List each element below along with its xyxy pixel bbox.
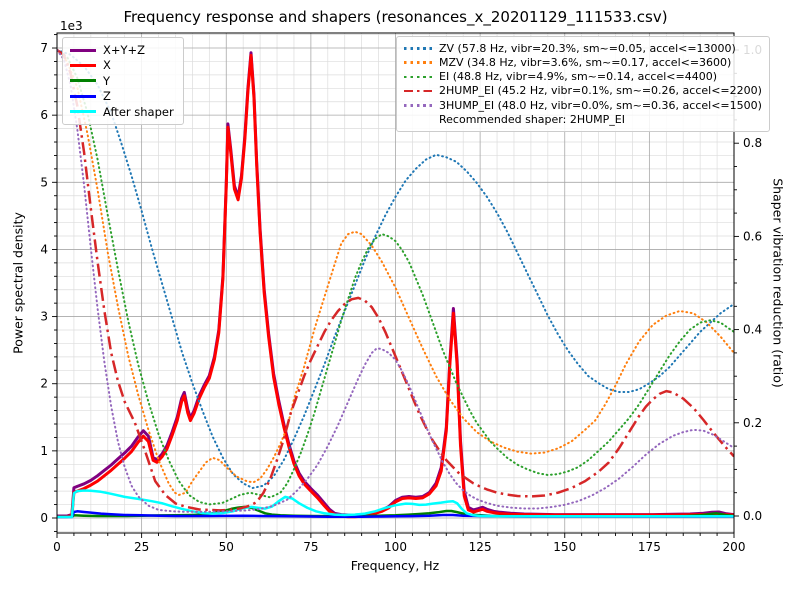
svg-text:150: 150 xyxy=(553,540,576,554)
legend-entry: Z xyxy=(70,89,176,103)
legend-entry-label: Z xyxy=(103,89,111,104)
legend-entry: After shaper xyxy=(70,105,176,119)
axis-tick-labels: 0 25 50 75 100 125 150 175 200 0 1 2 3 4 5 6 7 0.0 0.2 0.4 0… xyxy=(40,41,762,554)
legend-note-row: Recommended shaper: 2HUMP_EI xyxy=(404,113,762,127)
svg-text:50: 50 xyxy=(219,540,234,554)
legend-line-sample xyxy=(404,75,432,79)
legend-entry: 3HUMP_EI (48.0 Hz, vibr=0.0%, sm~=0.36, … xyxy=(404,99,762,113)
data-series xyxy=(57,48,734,519)
svg-text:75: 75 xyxy=(303,540,318,554)
svg-text:6: 6 xyxy=(40,108,48,122)
legend-shapers: ZV (57.8 Hz, vibr=20.3%, sm~=0.05, accel… xyxy=(396,36,770,132)
legend-entry-label: After shaper xyxy=(103,104,174,119)
legend-note: Recommended shaper: 2HUMP_EI xyxy=(439,112,625,126)
y-axis-label-left: Power spectral density xyxy=(10,212,26,354)
legend-entry-label: X xyxy=(103,58,111,73)
legend-line-sample xyxy=(70,48,96,52)
svg-text:200: 200 xyxy=(723,540,746,554)
legend-entry: MZV (34.8 Hz, vibr=3.6%, sm~=0.17, accel… xyxy=(404,56,762,70)
legend-entry: 2HUMP_EI (45.2 Hz, vibr=0.1%, sm~=0.26, … xyxy=(404,84,762,98)
svg-text:0: 0 xyxy=(40,511,48,525)
legend-entry: ZV (57.8 Hz, vibr=20.3%, sm~=0.05, accel… xyxy=(404,42,762,56)
legend-line-sample xyxy=(404,61,432,64)
legend-entry-label: X+Y+Z xyxy=(103,43,146,57)
svg-text:7: 7 xyxy=(40,41,48,55)
svg-text:4: 4 xyxy=(40,242,48,256)
legend-line-sample xyxy=(70,79,96,83)
legend-line-sample xyxy=(404,104,432,107)
y-axis-label-right: Shaper vibration reduction (ratio) xyxy=(770,178,786,388)
svg-text:100: 100 xyxy=(384,540,407,554)
y-axis-offset-text: 1e3 xyxy=(60,19,83,33)
legend-line-sample xyxy=(70,94,96,98)
legend-entry: EI (48.8 Hz, vibr=4.9%, sm~=0.14, accel<… xyxy=(404,70,762,84)
legend-entry: X+Y+Z xyxy=(70,43,176,57)
svg-text:1: 1 xyxy=(40,444,48,458)
legend-line-sample xyxy=(404,89,432,93)
svg-text:0.4: 0.4 xyxy=(743,323,762,337)
legend-entry-label: MZV (34.8 Hz, vibr=3.6%, sm~=0.17, accel… xyxy=(439,55,732,69)
svg-text:25: 25 xyxy=(134,540,149,554)
x-axis-label: Frequency, Hz xyxy=(350,558,440,573)
svg-text:0.2: 0.2 xyxy=(743,416,762,430)
legend-entry: X xyxy=(70,58,176,72)
svg-text:3: 3 xyxy=(40,310,48,324)
svg-text:0.6: 0.6 xyxy=(743,229,762,243)
legend-psd: X+Y+Z X Y Z After shaper xyxy=(62,37,184,125)
legend-entry-label: 2HUMP_EI (45.2 Hz, vibr=0.1%, sm~=0.26, … xyxy=(439,84,762,98)
legend-entry: Y xyxy=(70,74,176,88)
svg-text:125: 125 xyxy=(469,540,492,554)
legend-entry-label: EI (48.8 Hz, vibr=4.9%, sm~=0.14, accel<… xyxy=(439,70,717,83)
svg-text:2: 2 xyxy=(40,377,48,391)
chart-title: Frequency response and shapers (resonanc… xyxy=(123,8,668,26)
legend-entry-label: 3HUMP_EI (48.0 Hz, vibr=0.0%, sm~=0.36, … xyxy=(439,98,762,112)
svg-text:0.8: 0.8 xyxy=(743,136,762,150)
legend-blank-sample xyxy=(404,118,432,121)
legend-entry-label: ZV (57.8 Hz, vibr=20.3%, sm~=0.05, accel… xyxy=(439,41,736,55)
legend-line-sample xyxy=(70,64,96,68)
svg-text:0: 0 xyxy=(53,540,61,554)
svg-text:0.0: 0.0 xyxy=(743,509,762,523)
legend-line-sample xyxy=(404,47,432,50)
legend-entry-label: Y xyxy=(103,73,111,88)
axis-ticks xyxy=(52,34,739,538)
legend-line-sample xyxy=(70,110,96,114)
svg-text:175: 175 xyxy=(638,540,661,554)
svg-text:5: 5 xyxy=(40,175,48,189)
